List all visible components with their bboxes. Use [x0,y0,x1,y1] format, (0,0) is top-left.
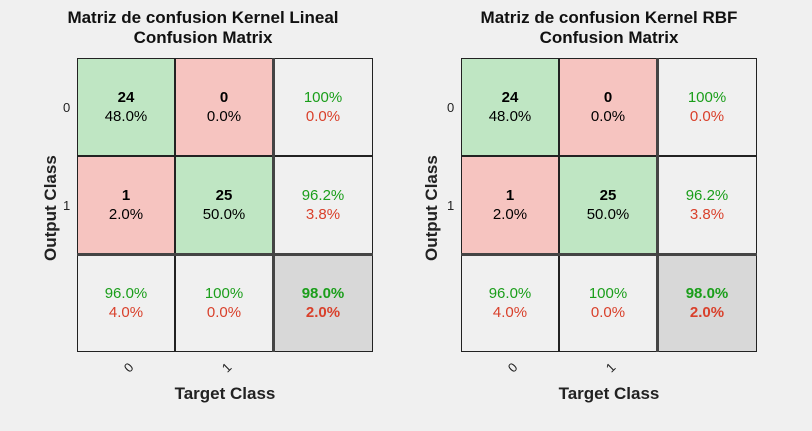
x-tick-label: 0 [504,359,521,376]
cell-percent: 2.0% [108,206,144,223]
subtitle-line: Confusion Matrix [133,28,273,47]
incorrect-cell: 0 0.0% [175,58,273,156]
cell-percent: 48.0% [488,108,532,125]
x-tick-label: 1 [602,359,619,376]
summary-separator-vertical [272,58,275,352]
chart-title: Matriz de confusion Kernel Lineal Confus… [0,8,406,48]
accuracy-percent: 100% [687,89,727,106]
x-tick-label: 0 [120,359,137,376]
summary-separator-vertical [656,58,659,352]
summary-cell: 96.0% 4.0% [77,254,175,352]
error-percent: 3.8% [305,206,341,223]
y-axis-label: Output Class [41,155,60,261]
matrix-grid: 24 48.0% 0 0.0% 100% 0.0% 1 2.0% 25 50.0% 96.2% 3.8… [77,58,373,352]
cell-percent: 48.0% [104,108,148,125]
summary-cell: 100% 0.0% [175,254,273,352]
accuracy-percent: 98.0% [685,285,729,302]
error-percent: 0.0% [590,304,626,321]
cell-percent: 2.0% [492,206,528,223]
cell-count: 25 [599,187,617,204]
accuracy-percent: 96.0% [104,285,148,302]
error-percent: 0.0% [689,108,725,125]
summary-cell: 100% 0.0% [559,254,657,352]
cell-count: 24 [501,89,519,106]
accuracy-percent: 96.0% [488,285,532,302]
incorrect-cell: 0 0.0% [559,58,657,156]
x-tick-label: 1 [218,359,235,376]
accuracy-percent: 96.2% [685,187,729,204]
cell-count: 25 [215,187,233,204]
summary-cell: 96.2% 3.8% [273,156,373,254]
summary-cell: 100% 0.0% [657,58,757,156]
accuracy-percent: 98.0% [301,285,345,302]
cell-count: 1 [505,187,515,204]
cell-percent: 50.0% [586,206,630,223]
cell-count: 0 [219,89,229,106]
cell-percent: 0.0% [206,108,242,125]
x-axis-label: Target Class [174,384,276,403]
error-percent: 4.0% [492,304,528,321]
total-accuracy-cell: 98.0% 2.0% [657,254,757,352]
accuracy-percent: 100% [204,285,244,302]
error-percent: 0.0% [305,108,341,125]
incorrect-cell: 1 2.0% [77,156,175,254]
confusion-matrix-lineal: Matriz de confusion Kernel Lineal Confus… [0,8,406,403]
accuracy-percent: 96.2% [301,187,345,204]
subtitle-line: Confusion Matrix [539,28,679,47]
summary-cell: 100% 0.0% [273,58,373,156]
cell-count: 0 [603,89,613,106]
incorrect-cell: 1 2.0% [461,156,559,254]
error-percent: 4.0% [108,304,144,321]
y-tick-label: 0 [63,100,71,115]
confusion-matrix-rbf: Matriz de confusion Kernel RBF Confusion… [406,0,812,431]
error-percent: 3.8% [689,206,725,223]
accuracy-percent: 100% [303,89,343,106]
error-percent: 2.0% [305,304,341,321]
summary-cell: 96.2% 3.8% [657,156,757,254]
cell-count: 1 [121,187,131,204]
total-accuracy-cell: 98.0% 2.0% [273,254,373,352]
title-line: Matriz de confusion Kernel RBF [480,8,738,27]
cell-percent: 0.0% [590,108,626,125]
summary-cell: 96.0% 4.0% [461,254,559,352]
chart-title: Matriz de confusion Kernel RBF Confusion… [406,8,812,48]
y-tick-label: 1 [447,198,455,213]
title-line: Matriz de confusion Kernel Lineal [67,8,339,27]
y-tick-label: 0 [447,100,455,115]
y-tick-label: 1 [63,198,71,213]
correct-cell: 25 50.0% [175,156,273,254]
correct-cell: 24 48.0% [461,58,559,156]
accuracy-percent: 100% [588,285,628,302]
cell-percent: 50.0% [202,206,246,223]
error-percent: 2.0% [689,304,725,321]
cell-count: 24 [117,89,135,106]
y-axis-label: Output Class [422,155,441,261]
matrix-grid: 24 48.0% 0 0.0% 100% 0.0% 1 2.0% 25 50.0% 96.2% 3.8… [461,58,757,352]
summary-separator-horizontal [461,253,757,256]
correct-cell: 24 48.0% [77,58,175,156]
summary-separator-horizontal [77,253,373,256]
error-percent: 0.0% [206,304,242,321]
correct-cell: 25 50.0% [559,156,657,254]
x-axis-label: Target Class [558,384,660,403]
